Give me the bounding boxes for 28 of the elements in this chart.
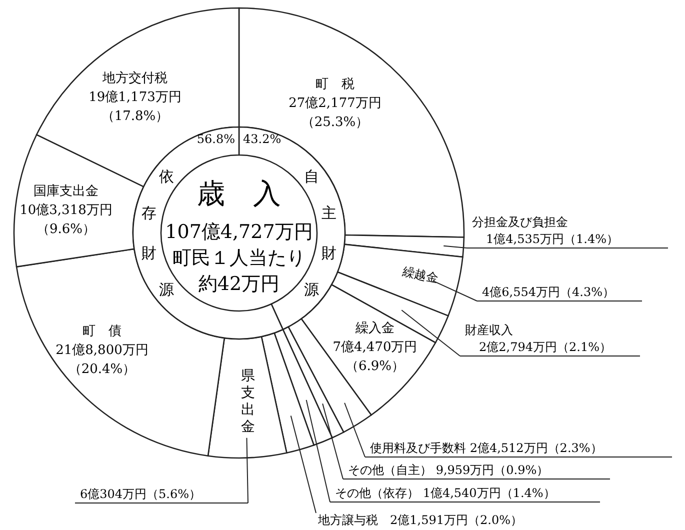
slice-label: 繰越金 [400, 264, 440, 286]
slice-label: 県支出金 [241, 368, 255, 435]
data-label: 7億4,470万円（6.9%） [332, 340, 418, 374]
slice-label: 地方譲与税 [318, 513, 378, 527]
data-label: 6億304万円（5.6%） [80, 487, 202, 501]
data-label: 4億6,554万円（4.3%） [482, 285, 614, 299]
data-label: 43.2% [243, 132, 282, 146]
text: 約42万円 [198, 273, 280, 295]
data-label: 19億1,173万円（17.8%） [88, 90, 182, 124]
data-label: 56.8% [196, 132, 235, 146]
data-label: 1億4,535万円（1.4%） [486, 232, 618, 246]
slice-label: 分担金及び負担金 [472, 215, 568, 229]
slice-label: 町 税 [316, 77, 354, 92]
slice-label: 繰入金 [354, 321, 394, 336]
slice-label: 町 債 [82, 324, 122, 339]
text: 町民１人当たり [172, 247, 306, 269]
slice-label: その他（依存） 1億4,540万円（1.4%） [335, 486, 556, 500]
slice-label: 使用料及び手数料 2億4,512万円（2.3%） [370, 441, 602, 455]
slice-label: 国庫支出金 [34, 183, 98, 199]
slice-label: 財産収入 [465, 323, 513, 337]
slice-label: その他（自主） 9,959万円（0.9%） [348, 463, 549, 477]
slice-label: 地方交付税 [102, 70, 168, 86]
data-label: 2億2,794万円（2.1%） [479, 340, 612, 354]
data-label: 2億1,591万円（2.0%） [390, 513, 522, 527]
text: 歳 入 [197, 177, 281, 210]
data-label: 21億8,800万円（20.4%） [56, 343, 148, 377]
data-label: 27億2,177万円（25.3%） [288, 96, 382, 130]
data-label: 10億3,318万円（9.6%） [20, 203, 112, 237]
